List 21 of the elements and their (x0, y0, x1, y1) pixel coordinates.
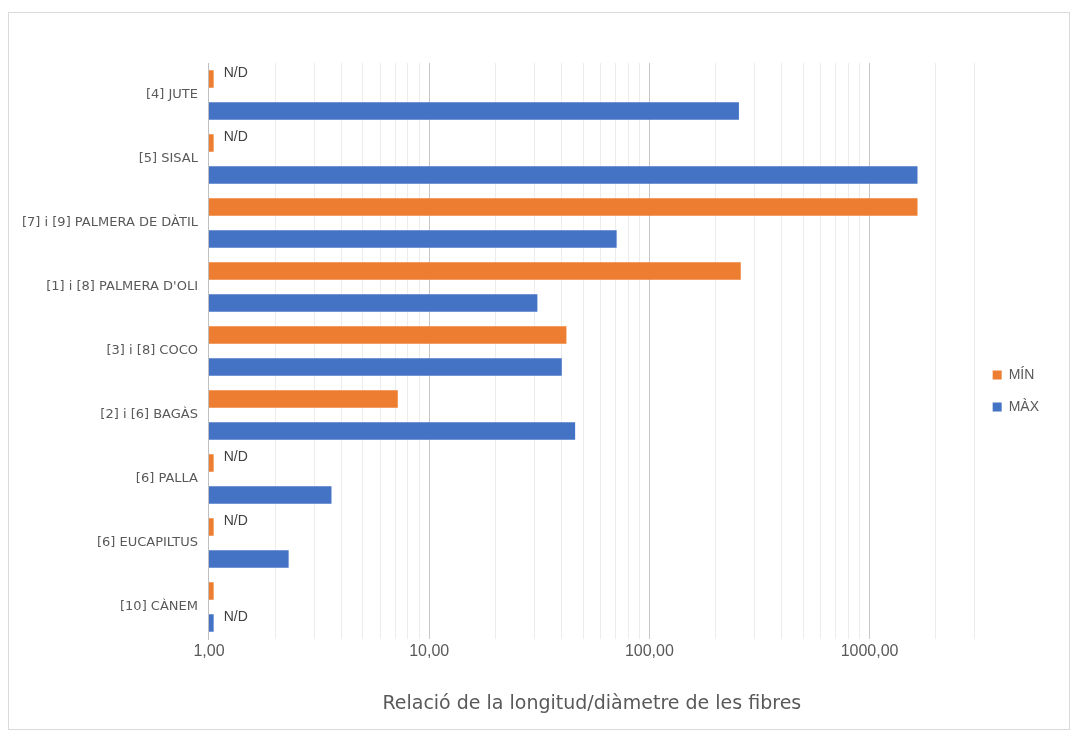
y-tick-label: [6] PALLA (135, 470, 199, 486)
legend-label: MÀX (1008, 397, 1040, 414)
x-tick-label: 100,00 (624, 642, 674, 660)
y-tick-label: [3] i [8] COCO (106, 342, 198, 358)
y-tick-label: [2] i [6] BAGÀS (100, 406, 198, 422)
x-tick-label: 1,00 (193, 642, 225, 660)
data-label: N/D (223, 447, 248, 464)
x-tick-label: 1000,00 (840, 642, 899, 660)
legend-label: MÍN (1008, 365, 1035, 382)
x-axis-title: Relació de la longitud/diàmetre de les fibres (382, 690, 802, 713)
data-label: N/D (223, 127, 248, 144)
y-tick-label: [7] i [9] PALMERA DE DÀTIL (22, 214, 199, 230)
y-tick-label: [6] EUCAPILTUS (96, 534, 198, 550)
data-label: N/D (223, 607, 248, 624)
data-label: N/D (223, 63, 248, 80)
y-tick-label: [5] SISAL (138, 150, 199, 166)
y-tick-label: [4] JUTE (145, 86, 198, 102)
y-tick-label: [10] CÀNEM (120, 598, 198, 614)
data-label: N/D (223, 511, 248, 528)
x-tick-label: 10,00 (409, 642, 450, 660)
y-tick-label: [1] i [8] PALMERA D'OLI (46, 278, 198, 294)
